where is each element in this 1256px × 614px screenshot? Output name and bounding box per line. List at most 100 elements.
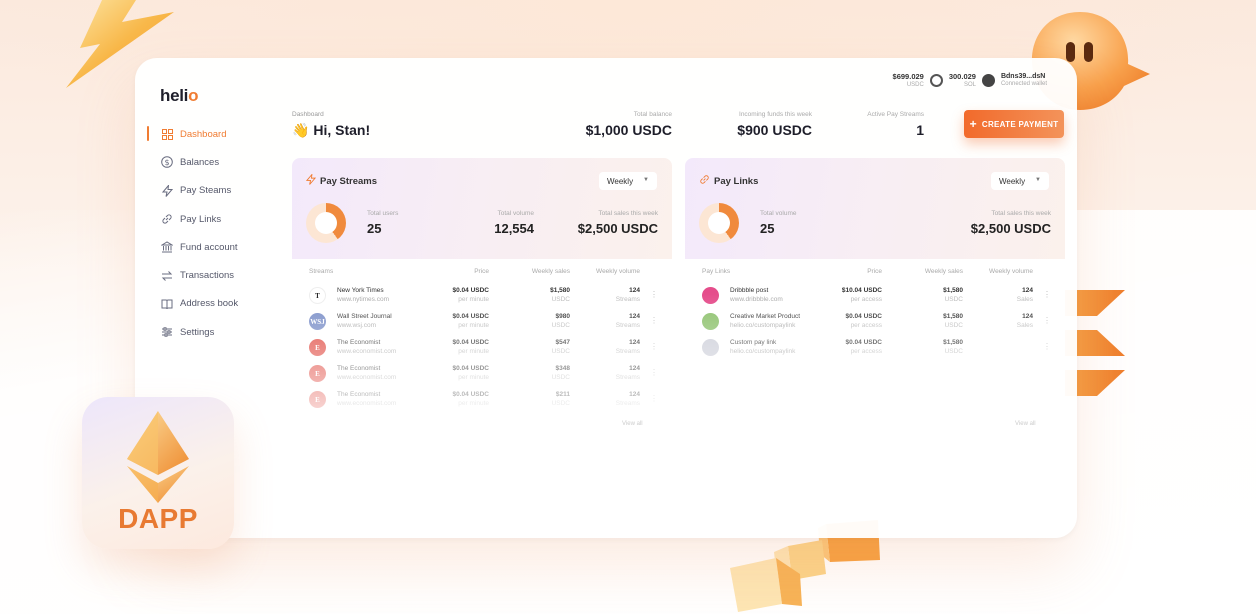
- row-price: $0.04 USDC: [452, 391, 490, 398]
- sidebar-item-transactions[interactable]: Transactions: [147, 261, 277, 289]
- period-select[interactable]: Weekly ▼: [991, 172, 1049, 190]
- more-options-icon[interactable]: ⋮: [650, 394, 658, 403]
- row-volume-unit: Streams: [615, 374, 640, 381]
- period-select-value: Weekly: [607, 176, 634, 186]
- row-url: www.economist.com: [337, 400, 397, 407]
- row-sales-unit: USDC: [551, 296, 570, 303]
- more-options-icon[interactable]: ⋮: [1043, 316, 1051, 325]
- row-url: www.wsj.com: [337, 322, 377, 329]
- row-volume: 124: [629, 391, 640, 398]
- table-row[interactable]: E The Economist www.economist.com $0.04 USD…: [292, 337, 672, 363]
- row-name: Wall Street Journal: [337, 313, 392, 320]
- plus-icon: +: [969, 117, 977, 131]
- wallet-address: Bdns39...dsN: [1000, 73, 1046, 80]
- table-row[interactable]: Custom pay link helio.co/custompaylink $0.…: [685, 337, 1065, 363]
- row-price: $0.04 USDC: [452, 339, 490, 346]
- row-price-unit: per minute: [458, 374, 489, 381]
- dollar-icon: $: [161, 156, 173, 169]
- sidebar-item-label: Fund account: [180, 241, 238, 253]
- lightning-icon: [305, 173, 317, 188]
- more-options-icon[interactable]: ⋮: [650, 342, 658, 351]
- sidebar-item-pay-steams[interactable]: Pay Steams: [147, 177, 277, 205]
- sidebar-item-address-book[interactable]: Address book: [147, 290, 277, 318]
- sidebar-item-label: Transactions: [180, 270, 235, 282]
- table-row[interactable]: Dribbble post www.dribbble.com $10.04 USDC…: [685, 285, 1065, 311]
- link-icon: [161, 213, 173, 225]
- table-row[interactable]: E The Economist www.economist.com $0.04 USD…: [292, 389, 672, 415]
- row-price-unit: per minute: [458, 400, 489, 407]
- wallet-bar: $699.029 USDC 300.029 SOL Bdns39...dsN C…: [893, 72, 1047, 88]
- stat-label: Total balance: [633, 111, 672, 118]
- row-volume-unit: Streams: [615, 322, 640, 329]
- wave-hand-icon: 👋: [292, 122, 310, 138]
- column-header: Weekly volume: [989, 268, 1033, 275]
- row-price-unit: per minute: [458, 296, 489, 303]
- usdc-balance-value: $699.029: [892, 72, 924, 81]
- dashboard-header: Dashboard 👋 Hi, Stan! Total balance $1,0…: [292, 108, 932, 148]
- wallet-button[interactable]: Bdns39...dsN Connected wallet: [1001, 73, 1047, 87]
- panel-title: Pay Links: [699, 174, 758, 188]
- view-all-link[interactable]: View all: [622, 421, 643, 427]
- avatar: E: [309, 365, 326, 382]
- panel-title-text: Pay Streams: [320, 175, 378, 187]
- sidebar-item-balances[interactable]: $ Balances: [147, 148, 277, 176]
- row-sales: $547: [555, 339, 570, 346]
- row-volume-unit: Sales: [1016, 322, 1033, 329]
- more-options-icon[interactable]: ⋮: [650, 290, 658, 299]
- avatar: [702, 287, 719, 304]
- row-name: The Economist: [337, 365, 381, 372]
- table-row[interactable]: WSJ Wall Street Journal www.wsj.com $0.04 U…: [292, 311, 672, 337]
- chevron-down-icon: ▼: [1035, 177, 1041, 183]
- table-row[interactable]: T New York Times www.nytimes.com $0.04 USDC…: [292, 285, 672, 311]
- total-sales-stat: Total sales this week $2,500 USDC: [955, 210, 1051, 236]
- total-users-stat: Total users 25: [367, 210, 398, 236]
- avatar: [702, 339, 719, 356]
- stat-value: 12,554: [494, 221, 534, 236]
- sidebar-item-settings[interactable]: Settings: [147, 318, 277, 346]
- avatar: E: [309, 391, 326, 408]
- avatar: WSJ: [309, 313, 326, 330]
- pay-links-summary: Pay Links Weekly ▼ Total volume 25 Total…: [685, 158, 1065, 259]
- view-all-link[interactable]: View all: [1015, 421, 1036, 427]
- sidebar-item-dashboard[interactable]: Dashboard: [147, 120, 277, 148]
- more-options-icon[interactable]: ⋮: [1043, 290, 1051, 299]
- row-url: www.dribbble.com: [730, 296, 783, 303]
- period-select[interactable]: Weekly ▼: [599, 172, 657, 190]
- create-payment-label: CREATE PAYMENT: [981, 119, 1059, 129]
- row-price: $0.04 USDC: [845, 339, 883, 346]
- row-price: $0.04 USDC: [452, 313, 490, 320]
- row-sales: $1,580: [943, 339, 963, 346]
- svg-text:$: $: [164, 158, 169, 167]
- avatar: [702, 313, 719, 330]
- row-volume: 124: [629, 365, 640, 372]
- panel-title: Pay Streams: [305, 173, 378, 188]
- row-name: New York Times: [337, 287, 384, 294]
- row-sales: $980: [555, 313, 570, 320]
- row-sales-unit: USDC: [944, 348, 963, 355]
- table-row[interactable]: Creative Market Product helio.co/custompa…: [685, 311, 1065, 337]
- sidebar-item-fund-account[interactable]: Fund account: [147, 233, 277, 261]
- row-price: $0.04 USDC: [452, 287, 490, 294]
- row-sales: $348: [555, 365, 570, 372]
- create-payment-button[interactable]: + CREATE PAYMENT: [964, 110, 1064, 138]
- stat-value: $2,500 USDC: [577, 221, 658, 236]
- total-balance-stat: Total balance $1,000 USDC: [572, 111, 672, 138]
- dapp-badge: DAPP: [82, 397, 234, 549]
- total-sales-stat: Total sales this week $2,500 USDC: [564, 210, 658, 236]
- row-price: $10.04 USDC: [841, 287, 882, 294]
- more-options-icon[interactable]: ⋮: [650, 368, 658, 377]
- avatar: E: [309, 339, 326, 356]
- more-options-icon[interactable]: ⋮: [650, 316, 658, 325]
- row-volume: 124: [1022, 287, 1033, 294]
- table-row[interactable]: E The Economist www.economist.com $0.04 USD…: [292, 363, 672, 389]
- row-sales-unit: USDC: [944, 322, 963, 329]
- book-icon: [161, 298, 173, 310]
- sidebar-item-pay-links[interactable]: Pay Links: [147, 205, 277, 233]
- dapp-label: DAPP: [118, 503, 198, 534]
- row-name: The Economist: [337, 391, 381, 398]
- row-sales-unit: USDC: [944, 296, 963, 303]
- more-options-icon[interactable]: ⋮: [1043, 342, 1051, 351]
- lightning-icon: [161, 184, 173, 197]
- row-volume-unit: Streams: [615, 348, 640, 355]
- row-sales-unit: USDC: [551, 322, 570, 329]
